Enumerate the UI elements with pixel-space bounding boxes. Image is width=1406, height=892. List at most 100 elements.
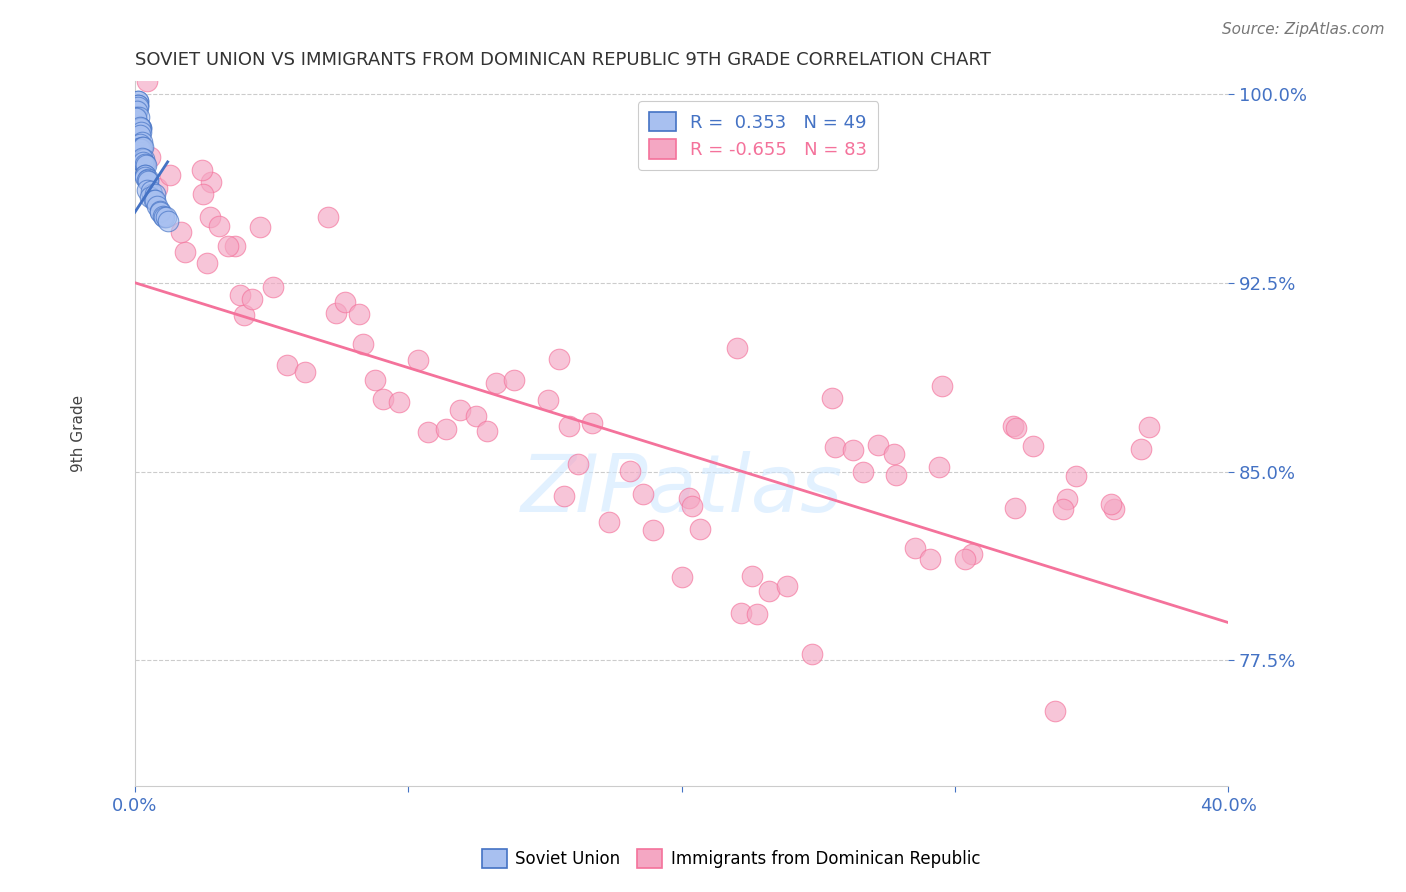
Point xyxy=(725,341,748,355)
Point xyxy=(134,156,156,170)
Point xyxy=(1022,439,1045,453)
Point xyxy=(128,141,150,155)
Point xyxy=(131,125,153,139)
Point xyxy=(316,210,339,224)
Point xyxy=(262,280,284,294)
Point xyxy=(131,152,153,166)
Point xyxy=(842,443,865,458)
Point xyxy=(1052,502,1074,516)
Point xyxy=(558,419,581,434)
Point xyxy=(852,465,875,479)
Point xyxy=(131,135,153,149)
Y-axis label: 9th Grade: 9th Grade xyxy=(72,395,86,472)
Point xyxy=(170,225,193,239)
Point xyxy=(127,98,149,112)
Point xyxy=(174,245,197,260)
Point xyxy=(136,183,159,197)
Point xyxy=(371,392,394,406)
Point xyxy=(758,584,780,599)
Point xyxy=(475,424,498,438)
Point xyxy=(127,98,149,112)
Point xyxy=(153,211,176,225)
Point xyxy=(671,570,693,584)
Point xyxy=(776,579,799,593)
Point xyxy=(868,437,890,451)
Point xyxy=(741,569,763,583)
Point xyxy=(200,175,222,189)
Point xyxy=(485,376,508,390)
Point xyxy=(503,373,526,387)
Text: Source: ZipAtlas.com: Source: ZipAtlas.com xyxy=(1222,22,1385,37)
Point xyxy=(730,606,752,620)
Point xyxy=(598,515,620,529)
Point xyxy=(918,552,941,566)
Point xyxy=(1102,501,1125,516)
Point xyxy=(146,199,169,213)
Point xyxy=(1066,469,1088,483)
Point xyxy=(139,190,162,204)
Point xyxy=(145,193,167,207)
Point xyxy=(349,307,371,321)
Point xyxy=(325,306,347,320)
Point xyxy=(1043,704,1066,718)
Point xyxy=(139,150,162,164)
Point xyxy=(143,193,166,207)
Point xyxy=(537,393,560,408)
Point xyxy=(953,551,976,566)
Point xyxy=(553,489,575,503)
Point xyxy=(406,352,429,367)
Point xyxy=(136,174,159,188)
Point xyxy=(132,140,155,154)
Point xyxy=(138,172,160,186)
Point xyxy=(1129,442,1152,456)
Point xyxy=(156,214,179,228)
Point xyxy=(134,169,156,184)
Point xyxy=(195,256,218,270)
Point xyxy=(127,100,149,114)
Point xyxy=(1004,500,1026,515)
Point xyxy=(125,110,148,124)
Point xyxy=(129,120,152,135)
Point xyxy=(567,457,589,471)
Point xyxy=(208,219,231,233)
Point xyxy=(581,416,603,430)
Point xyxy=(434,422,457,436)
Point xyxy=(388,394,411,409)
Point xyxy=(131,151,153,165)
Point xyxy=(294,365,316,379)
Point xyxy=(129,142,152,156)
Legend: R =  0.353   N = 49, R = -0.655   N = 83: R = 0.353 N = 49, R = -0.655 N = 83 xyxy=(638,101,879,169)
Point xyxy=(904,541,927,556)
Point xyxy=(149,204,172,219)
Point xyxy=(149,204,172,219)
Point xyxy=(152,209,174,223)
Point xyxy=(128,110,150,124)
Point xyxy=(198,210,221,224)
Point xyxy=(240,292,263,306)
Point xyxy=(125,103,148,117)
Point xyxy=(129,121,152,136)
Point xyxy=(1099,497,1122,511)
Point xyxy=(143,186,166,201)
Point xyxy=(884,468,907,483)
Point xyxy=(364,373,387,387)
Point xyxy=(127,94,149,108)
Point xyxy=(352,337,374,351)
Point xyxy=(135,158,157,172)
Point xyxy=(1137,420,1160,434)
Point xyxy=(131,140,153,154)
Point xyxy=(129,128,152,143)
Text: SOVIET UNION VS IMMIGRANTS FROM DOMINICAN REPUBLIC 9TH GRADE CORRELATION CHART: SOVIET UNION VS IMMIGRANTS FROM DOMINICA… xyxy=(135,51,991,69)
Point xyxy=(821,391,844,405)
Legend: Soviet Union, Immigrants from Dominican Republic: Soviet Union, Immigrants from Dominican … xyxy=(475,843,987,875)
Point xyxy=(631,486,654,500)
Point xyxy=(643,523,665,537)
Point xyxy=(678,491,700,505)
Point xyxy=(276,358,298,372)
Point xyxy=(547,352,569,367)
Point xyxy=(249,220,271,235)
Point xyxy=(465,409,488,424)
Point xyxy=(129,120,152,135)
Point xyxy=(681,499,703,513)
Point xyxy=(416,425,439,440)
